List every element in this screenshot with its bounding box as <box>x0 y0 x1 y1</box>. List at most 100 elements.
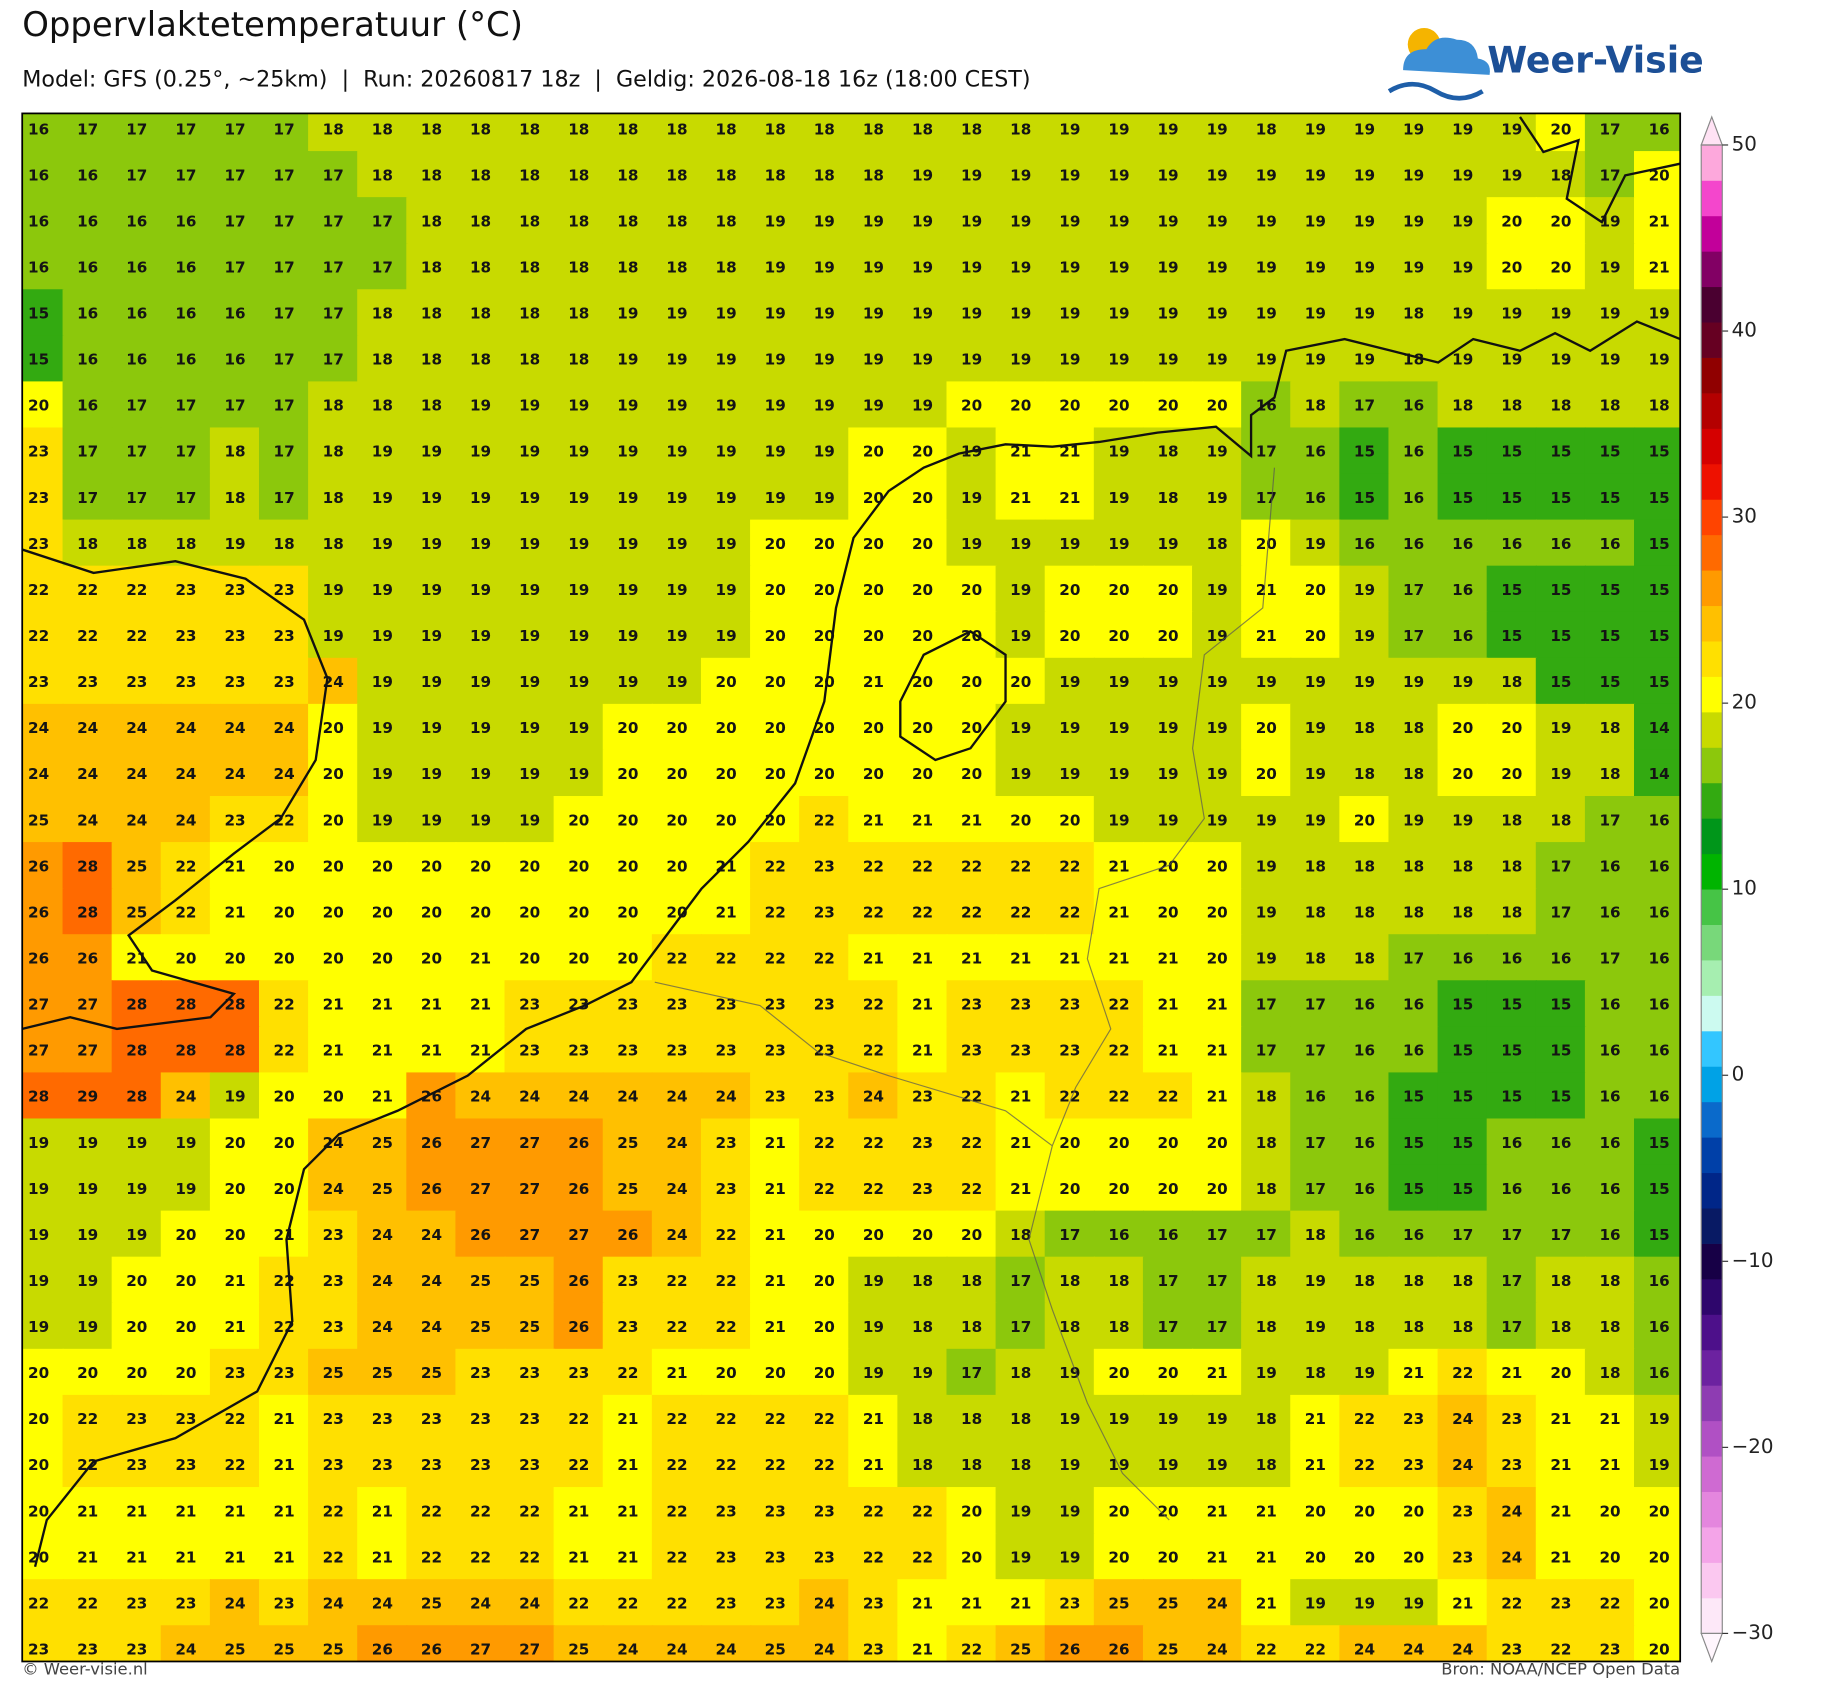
temperature-cell <box>897 565 948 613</box>
temperature-cell <box>455 611 506 659</box>
temperature-cell <box>357 1625 408 1662</box>
temperature-label: 16 <box>1550 1180 1571 1198</box>
temperature-label: 19 <box>1305 1272 1326 1290</box>
temperature-cell <box>406 980 457 1028</box>
temperature-label: 22 <box>716 950 737 968</box>
temperature-cell <box>1339 427 1390 475</box>
colorbar-band <box>1701 499 1723 536</box>
temperature-label: 19 <box>1207 258 1228 276</box>
temperature-label: 19 <box>1256 673 1277 691</box>
temperature-cell <box>209 1072 261 1120</box>
temperature-label: 18 <box>1452 903 1473 921</box>
temperature-cell <box>651 1164 703 1212</box>
temperature-cell <box>1437 1440 1488 1489</box>
temperature-cell <box>1388 796 1439 844</box>
temperature-label: 15 <box>28 305 49 323</box>
temperature-cell <box>209 565 261 613</box>
temperature-cell <box>209 1210 261 1258</box>
temperature-cell <box>22 519 64 567</box>
temperature-cell <box>848 888 899 936</box>
temperature-label: 19 <box>1305 673 1326 691</box>
temperature-label: 19 <box>421 765 442 783</box>
temperature-label: 22 <box>912 903 933 921</box>
temperature-cell <box>799 1256 850 1304</box>
temperature-cell <box>1290 703 1341 752</box>
temperature-label: 19 <box>519 489 540 507</box>
colorbar-band <box>1701 1349 1723 1386</box>
temperature-cell <box>1339 1072 1390 1120</box>
temperature-cell <box>1044 519 1095 567</box>
temperature-label: 27 <box>77 996 98 1014</box>
temperature-cell <box>897 1348 948 1397</box>
temperature-label: 20 <box>961 581 982 599</box>
temperature-cell <box>308 703 359 752</box>
temperature-label: 21 <box>1059 443 1080 461</box>
temperature-cell <box>1633 1072 1681 1120</box>
temperature-label: 22 <box>666 950 687 968</box>
temperature-cell <box>1142 289 1194 337</box>
temperature-label: 17 <box>1256 443 1277 461</box>
temperature-label: 16 <box>1501 1180 1522 1198</box>
colorbar-tick-label: −20 <box>1732 1435 1774 1458</box>
temperature-cell <box>455 1579 506 1627</box>
temperature-cell <box>1388 197 1439 245</box>
temperature-cell <box>1142 381 1194 429</box>
temperature-cell <box>1535 980 1587 1028</box>
temperature-cell <box>1339 1210 1390 1258</box>
temperature-cell <box>1584 1302 1636 1350</box>
temperature-label: 23 <box>519 1042 540 1060</box>
colorbar-band <box>1701 924 1723 961</box>
temperature-label: 24 <box>1452 1410 1473 1428</box>
temperature-label: 24 <box>666 1180 687 1198</box>
temperature-cell <box>651 1256 703 1304</box>
temperature-cell <box>1486 243 1537 291</box>
temperature-label: 18 <box>421 305 442 323</box>
temperature-label: 16 <box>1354 996 1375 1014</box>
temperature-cell <box>111 1072 162 1120</box>
temperature-label: 20 <box>617 765 638 783</box>
temperature-label: 23 <box>765 1502 786 1520</box>
temperature-label: 20 <box>1108 1548 1129 1566</box>
temperature-label: 19 <box>1256 950 1277 968</box>
temperature-cell <box>406 657 457 706</box>
temperature-cell <box>1584 1256 1636 1304</box>
temperature-label: 24 <box>1501 1548 1522 1566</box>
coast-lake <box>899 630 1007 762</box>
temperature-label: 21 <box>372 996 393 1014</box>
temperature-cell <box>995 980 1046 1028</box>
temperature-cell <box>1633 611 1681 659</box>
temperature-label: 19 <box>77 1180 98 1198</box>
temperature-label: 21 <box>1010 1134 1031 1152</box>
temperature-cell <box>1584 1487 1636 1535</box>
temperature-label: 23 <box>224 811 245 829</box>
temperature-cell <box>1388 749 1439 798</box>
temperature-label: 19 <box>1207 627 1228 645</box>
temperature-label: 19 <box>1207 673 1228 691</box>
temperature-cell <box>209 1533 261 1581</box>
temperature-label: 15 <box>1452 489 1473 507</box>
temperature-label: 16 <box>1403 489 1424 507</box>
temperature-label: 24 <box>421 1272 442 1290</box>
temperature-label: 17 <box>1256 1042 1277 1060</box>
title: Oppervlaktetemperatuur (°C) <box>22 5 523 44</box>
temperature-cell <box>1486 1625 1537 1662</box>
temperature-label: 15 <box>1649 1134 1670 1152</box>
temperature-cell <box>1388 565 1439 613</box>
temperature-cell <box>1535 1625 1587 1662</box>
temperature-cell <box>1535 749 1587 798</box>
temperature-label: 23 <box>126 1456 147 1474</box>
temperature-cell <box>160 657 212 706</box>
temperature-cell <box>946 842 997 890</box>
temperature-label: 25 <box>617 1134 638 1152</box>
temperature-label: 16 <box>77 258 98 276</box>
temperature-label: 20 <box>1452 719 1473 737</box>
temperature-label: 24 <box>126 811 147 829</box>
temperature-cell <box>1535 1579 1587 1627</box>
temperature-label: 23 <box>617 1272 638 1290</box>
temperature-cell <box>750 113 801 153</box>
temperature-cell <box>1241 1394 1292 1443</box>
temperature-cell <box>1584 1026 1636 1074</box>
temperature-label: 15 <box>1403 1134 1424 1152</box>
temperature-cell <box>1486 888 1537 936</box>
temperature-cell <box>1290 381 1341 429</box>
